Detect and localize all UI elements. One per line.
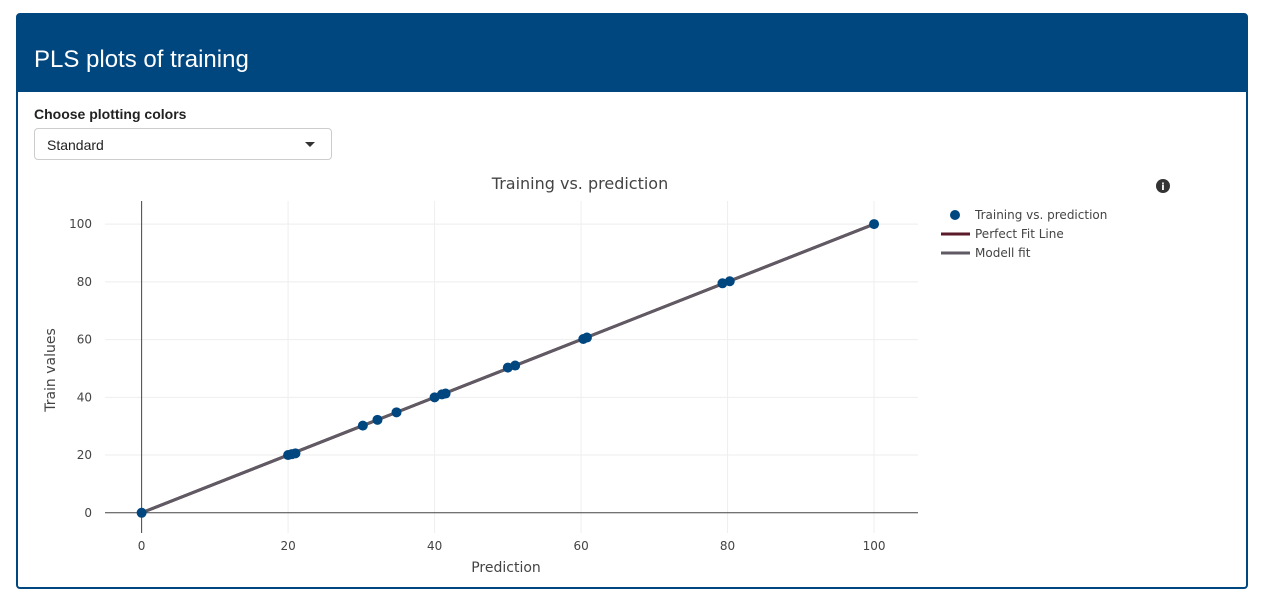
y-tick-label: 0 — [84, 506, 92, 520]
x-tick-label: 80 — [720, 539, 735, 553]
data-point — [136, 507, 147, 518]
data-point — [372, 414, 383, 425]
data-point — [440, 388, 451, 399]
y-tick-label: 60 — [77, 333, 92, 347]
x-tick-label: 20 — [280, 539, 295, 553]
data-point — [391, 407, 402, 418]
color-select-label: Choose plotting colors — [34, 106, 187, 122]
x-axis-label: Prediction — [471, 560, 541, 576]
color-select-value: Standard — [47, 137, 104, 153]
x-tick-label: 40 — [427, 539, 442, 553]
chevron-down-icon — [305, 142, 315, 147]
info-icon[interactable]: i — [1156, 179, 1170, 193]
y-tick-label: 40 — [77, 390, 92, 404]
y-tick-label: 20 — [77, 448, 92, 462]
data-point — [290, 448, 301, 459]
y-tick-label: 100 — [69, 217, 92, 231]
data-point — [357, 420, 368, 431]
legend-label[interactable]: Training vs. prediction — [974, 208, 1107, 222]
chart-title: Training vs. prediction — [491, 174, 668, 193]
pls-card: PLS plots of training Choose plotting co… — [16, 13, 1248, 589]
legend-marker — [950, 210, 960, 220]
data-point — [581, 332, 592, 343]
svg-text:i: i — [1161, 182, 1164, 193]
x-tick-label: 60 — [573, 539, 588, 553]
color-select[interactable]: Standard — [34, 128, 332, 160]
x-tick-label: 0 — [138, 539, 146, 553]
data-point — [510, 360, 521, 371]
y-axis-label: Train values — [43, 328, 59, 413]
card-header: PLS plots of training — [18, 15, 1246, 92]
legend-label[interactable]: Perfect Fit Line — [975, 227, 1064, 241]
data-point — [724, 276, 735, 287]
data-point — [869, 219, 880, 230]
x-tick-label: 100 — [863, 539, 886, 553]
y-tick-label: 80 — [77, 275, 92, 289]
legend-label[interactable]: Modell fit — [975, 246, 1031, 260]
